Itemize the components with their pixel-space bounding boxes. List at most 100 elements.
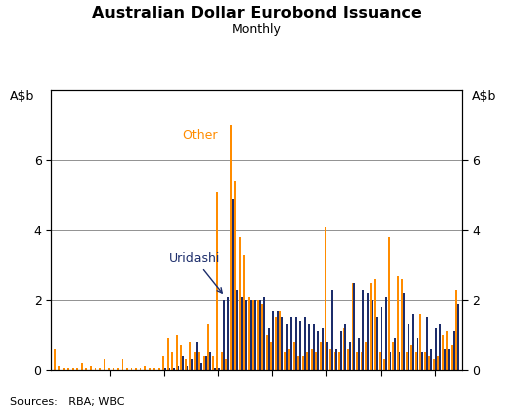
Bar xyxy=(295,318,297,370)
Bar xyxy=(90,367,92,370)
Bar xyxy=(216,192,218,370)
Bar xyxy=(383,359,385,370)
Bar xyxy=(329,349,331,370)
Bar xyxy=(456,290,457,370)
Bar xyxy=(86,368,87,370)
Bar xyxy=(248,297,250,370)
Bar xyxy=(430,349,432,370)
Bar xyxy=(448,349,450,370)
Text: Australian Dollar Eurobond Issuance: Australian Dollar Eurobond Issuance xyxy=(91,6,422,21)
Bar xyxy=(284,352,286,370)
Bar xyxy=(424,352,426,370)
Bar xyxy=(371,300,373,370)
Bar xyxy=(336,349,338,370)
Bar xyxy=(167,339,169,370)
Bar xyxy=(452,331,455,370)
Bar xyxy=(363,290,364,370)
Bar xyxy=(349,342,351,370)
Bar xyxy=(153,368,155,370)
Bar xyxy=(442,335,444,370)
Bar xyxy=(280,311,281,370)
Bar xyxy=(399,352,401,370)
Text: Uridashi: Uridashi xyxy=(169,252,222,293)
Bar xyxy=(389,352,391,370)
Bar xyxy=(268,328,270,370)
Bar xyxy=(344,325,346,370)
Bar xyxy=(419,314,421,370)
Bar xyxy=(225,359,227,370)
Bar xyxy=(306,352,308,370)
Bar xyxy=(223,300,225,370)
Bar xyxy=(144,367,146,370)
Bar xyxy=(185,359,187,370)
Bar xyxy=(135,368,137,370)
Bar xyxy=(99,368,101,370)
Bar xyxy=(232,199,233,370)
Bar xyxy=(200,363,202,370)
Bar xyxy=(435,328,437,370)
Text: Other: Other xyxy=(182,129,218,142)
Bar xyxy=(308,325,310,370)
Bar xyxy=(304,318,306,370)
Bar xyxy=(157,368,160,370)
Bar xyxy=(140,368,142,370)
Bar xyxy=(311,349,313,370)
Bar xyxy=(126,368,128,370)
Bar xyxy=(72,368,74,370)
Bar xyxy=(437,356,439,370)
Bar xyxy=(394,339,396,370)
Bar xyxy=(239,237,241,370)
Bar xyxy=(426,318,427,370)
Text: Sources:   RBA; WBC: Sources: RBA; WBC xyxy=(10,397,125,407)
Bar xyxy=(410,345,412,370)
Bar xyxy=(358,339,360,370)
Bar xyxy=(397,276,399,370)
Bar xyxy=(122,359,124,370)
Bar xyxy=(207,325,209,370)
Bar xyxy=(218,368,220,370)
Bar xyxy=(187,367,188,370)
Bar xyxy=(392,342,394,370)
Bar xyxy=(173,368,175,370)
Bar xyxy=(326,342,328,370)
Bar xyxy=(209,352,211,370)
Bar xyxy=(361,352,363,370)
Bar xyxy=(385,297,387,370)
Bar xyxy=(277,311,279,370)
Bar xyxy=(212,356,213,370)
Bar xyxy=(421,352,423,370)
Bar xyxy=(388,237,389,370)
Bar xyxy=(245,300,247,370)
Bar xyxy=(169,368,170,370)
Bar xyxy=(293,342,295,370)
Bar xyxy=(177,367,180,370)
Bar xyxy=(340,331,342,370)
Bar xyxy=(191,359,193,370)
Bar xyxy=(275,318,277,370)
Bar xyxy=(58,367,61,370)
Bar xyxy=(403,293,405,370)
Bar xyxy=(227,297,229,370)
Bar xyxy=(365,342,367,370)
Bar xyxy=(451,345,452,370)
Bar xyxy=(63,368,65,370)
Bar xyxy=(315,352,318,370)
Bar xyxy=(439,325,441,370)
Text: A$b: A$b xyxy=(10,90,35,104)
Bar xyxy=(408,325,409,370)
Bar xyxy=(379,352,381,370)
Bar xyxy=(288,349,290,370)
Bar xyxy=(230,125,232,370)
Bar xyxy=(254,300,256,370)
Bar xyxy=(234,181,236,370)
Bar xyxy=(300,321,301,370)
Bar xyxy=(243,255,245,370)
Bar xyxy=(367,293,369,370)
Bar xyxy=(198,352,200,370)
Bar xyxy=(213,368,215,370)
Bar xyxy=(446,331,448,370)
Bar xyxy=(433,359,435,370)
Bar xyxy=(164,368,166,370)
Bar xyxy=(415,352,417,370)
Bar xyxy=(417,339,419,370)
